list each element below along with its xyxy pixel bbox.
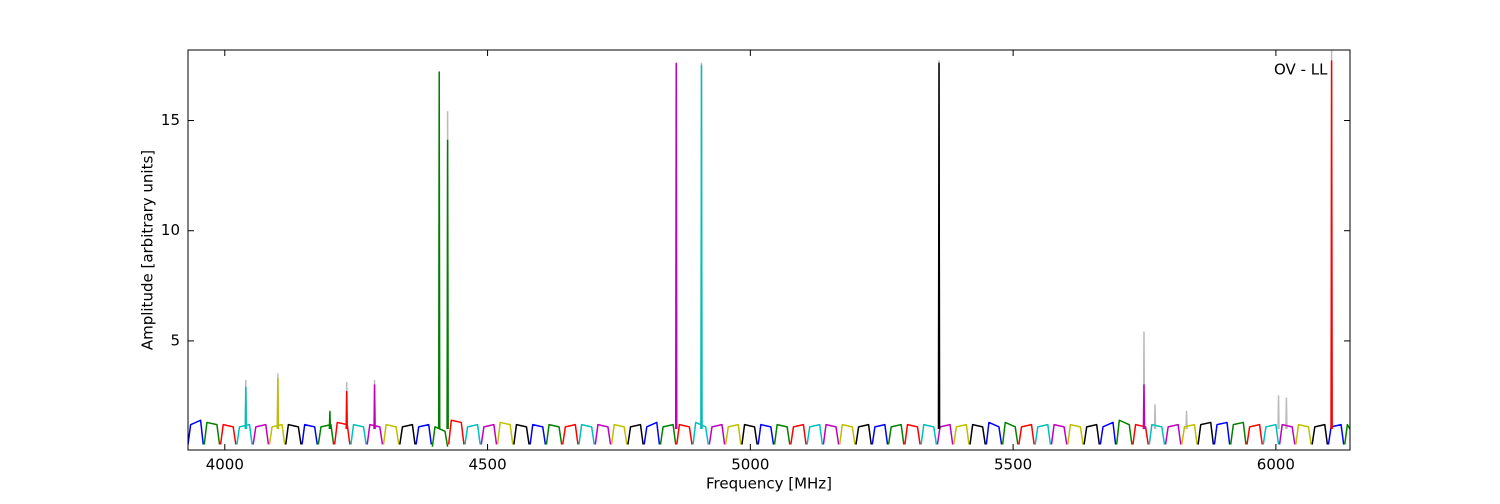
series-line [285,62,1329,445]
x-axis-label: Frequency [MHz] [706,475,832,493]
plot-frame [187,49,1351,451]
y-tick-label: 5 [170,331,180,349]
annotation: OV - LL [1274,61,1328,79]
x-tick-label: 5500 [994,456,1032,474]
y-axis-label: Amplitude [arbitrary units] [139,150,157,350]
x-tick-label: 4500 [468,456,506,474]
x-tick-label: 6000 [1257,456,1295,474]
series-line [236,64,1280,445]
series-line [252,62,1296,445]
y-tick-label: 10 [161,221,180,239]
x-tick-label: 4000 [206,456,244,474]
series-line [203,71,1350,447]
plot-area [188,50,1350,447]
y-tick-label: 15 [161,111,180,129]
series-line [268,377,1312,445]
series-line [219,60,1333,445]
series-line [244,50,1333,430]
series-line [188,419,1345,445]
x-tick-label: 5000 [731,456,769,474]
